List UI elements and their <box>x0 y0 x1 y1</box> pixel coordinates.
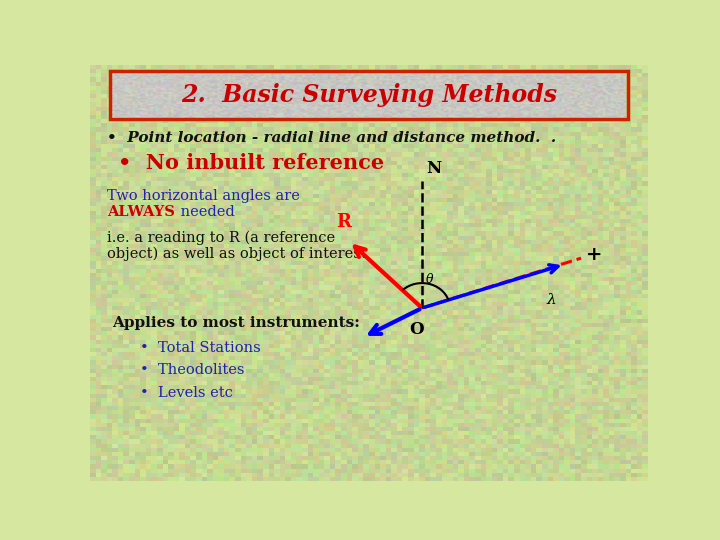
Text: θ: θ <box>426 273 433 286</box>
Text: •  Total Stations: • Total Stations <box>140 341 261 355</box>
Text: Two horizontal angles are: Two horizontal angles are <box>107 189 300 203</box>
Text: O: O <box>409 321 424 338</box>
Text: needed: needed <box>176 205 235 219</box>
Text: object) as well as object of interest: object) as well as object of interest <box>107 247 366 261</box>
Text: •  No inbuilt reference: • No inbuilt reference <box>118 152 384 172</box>
Text: •  Levels etc: • Levels etc <box>140 386 233 400</box>
Text: 2.  Basic Surveying Methods: 2. Basic Surveying Methods <box>181 83 557 107</box>
Text: Applies to most instruments:: Applies to most instruments: <box>112 315 360 329</box>
Text: R: R <box>336 213 351 231</box>
Text: ALWAYS: ALWAYS <box>107 205 175 219</box>
Text: i.e. a reading to R (a reference: i.e. a reading to R (a reference <box>107 230 335 245</box>
Text: N: N <box>426 160 441 177</box>
Text: •  Point location - radial line and distance method.  .: • Point location - radial line and dista… <box>107 131 556 145</box>
Text: •  Theodolites: • Theodolites <box>140 363 245 377</box>
Text: +: + <box>585 246 602 264</box>
Text: λ: λ <box>546 293 556 307</box>
